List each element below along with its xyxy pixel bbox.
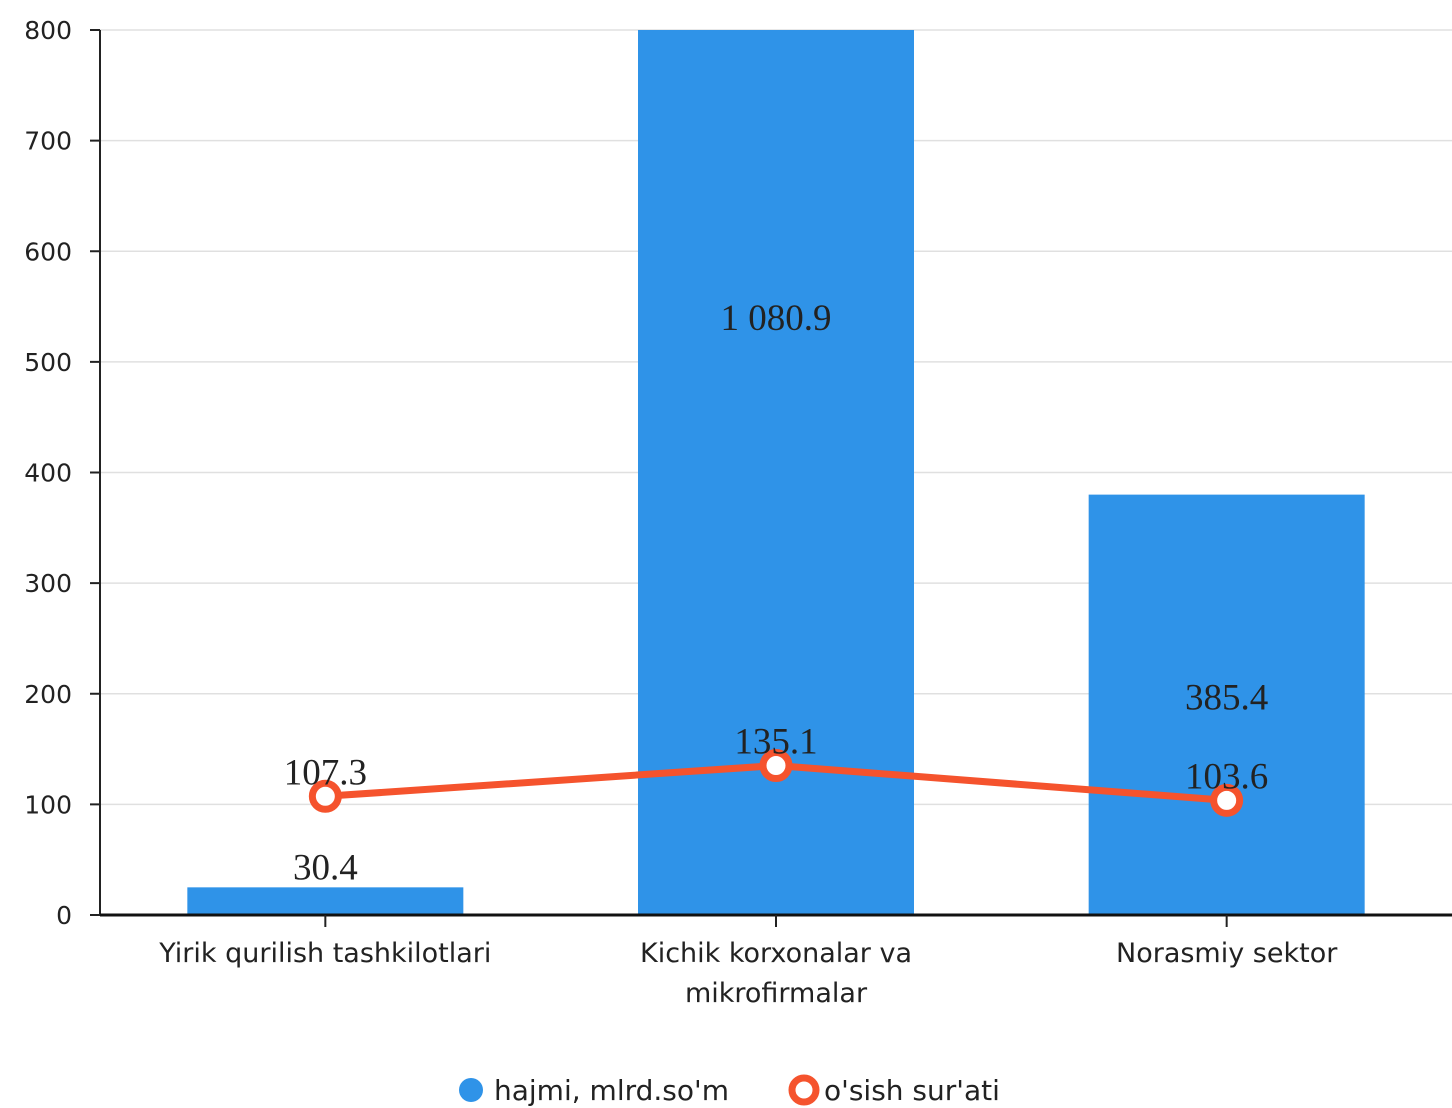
y-tick-label: 600 [24, 237, 72, 266]
legend-bar-label: hajmi, mlrd.so'm [494, 1074, 729, 1107]
line-point [1210, 783, 1244, 817]
x-tick-label: Yirik qurilish tashkilotlari [158, 938, 491, 969]
y-tick-label: 200 [24, 680, 72, 709]
line-data-label: 135.1 [734, 722, 817, 763]
bar [187, 887, 464, 915]
x-tick-label: Kichik korxonalar va [640, 938, 912, 969]
bar-data-label: 385.4 [1185, 678, 1268, 719]
legend-bar-marker [459, 1078, 483, 1102]
bar [1088, 494, 1365, 915]
y-tick-label: 500 [24, 348, 72, 377]
data-labels: 30.4 1 080.9 385.4 107.3 135.1 103.6 [284, 298, 1269, 888]
line-point [759, 749, 793, 783]
legend-line-marker [788, 1074, 820, 1106]
y-tick-label: 0 [56, 901, 72, 930]
bar [638, 30, 914, 915]
line-point [308, 779, 342, 813]
y-tick-label: 700 [24, 127, 72, 156]
x-tick-label: Norasmiy sektor [1116, 938, 1338, 969]
line-data-label: 103.6 [1185, 756, 1268, 797]
growth-line [308, 749, 1244, 817]
y-tick-label: 400 [24, 459, 72, 488]
bar-data-label: 30.4 [293, 847, 358, 888]
bar-data-label: 1 080.9 [721, 298, 832, 339]
x-tick-label: mikrofirmalar [685, 978, 868, 1009]
legend-line-label: o'sish sur'ati [824, 1074, 1000, 1107]
y-tick-label: 800 [24, 16, 72, 45]
y-tick-label: 100 [24, 790, 72, 819]
line-data-label: 107.3 [284, 752, 367, 793]
y-tick-label: 300 [24, 569, 72, 598]
y-axis-ticks: 0 100 200 300 400 500 600 700 800 [24, 16, 100, 930]
legend: hajmi, mlrd.so'm o'sish sur'ati [459, 1074, 1000, 1107]
x-axis-labels: Yirik qurilish tashkilotlari Kichik korxo… [158, 915, 1338, 1009]
